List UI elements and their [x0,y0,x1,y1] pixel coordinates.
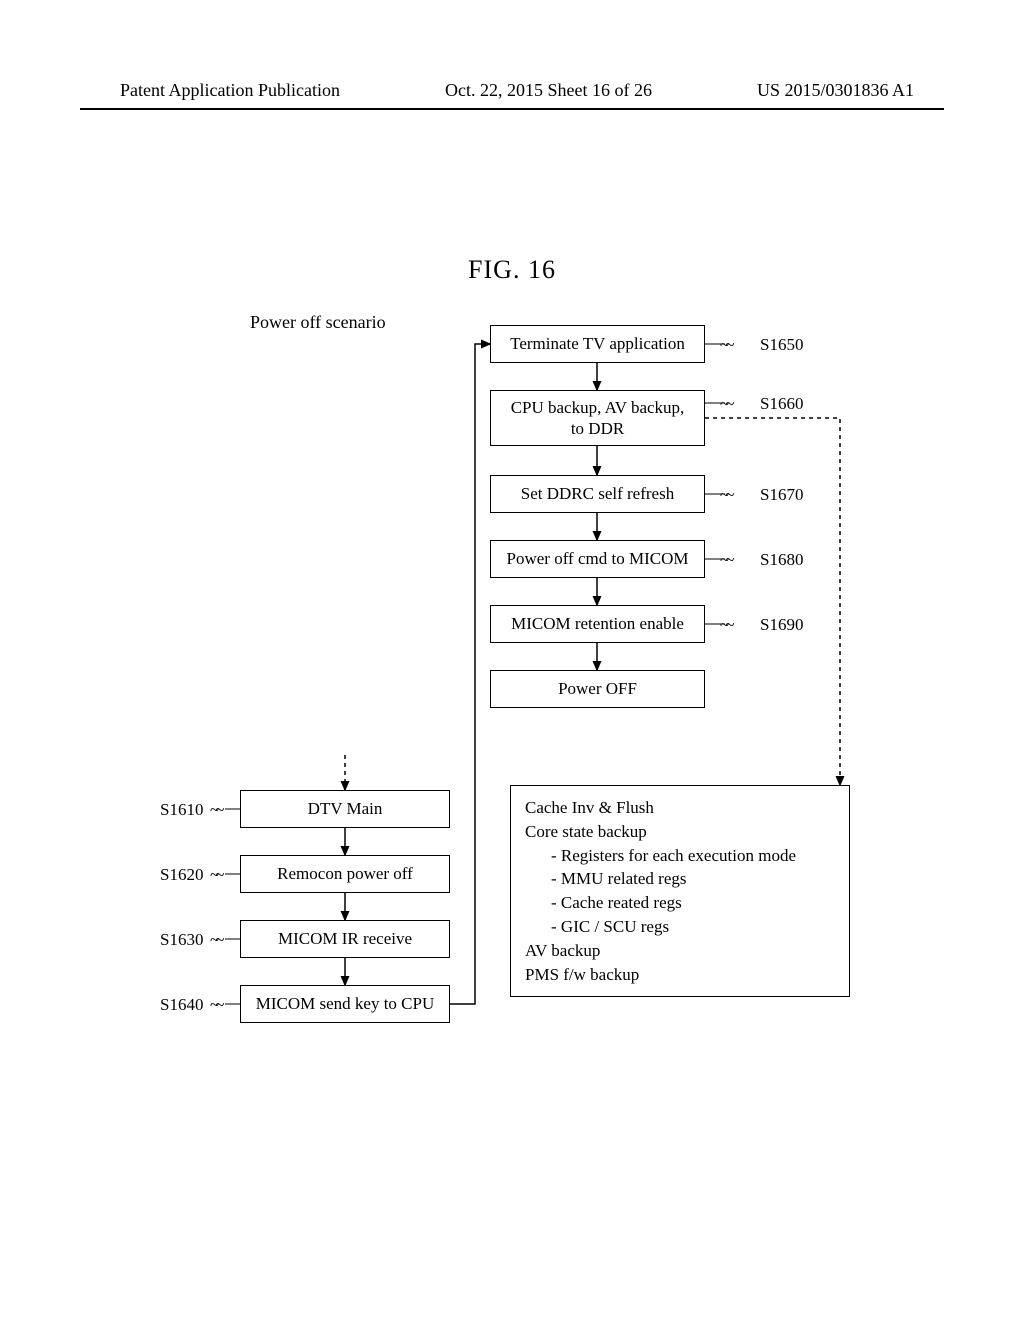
node-text: Power OFF [558,678,637,699]
header-left: Patent Application Publication [120,80,340,101]
ref-s1670: S1670 [760,485,803,505]
node-s1670: Set DDRC self refresh [490,475,705,513]
ref-s1660: S1660 [760,394,803,414]
detail-line: PMS f/w backup [525,963,835,987]
node-text: MICOM IR receive [278,928,412,949]
detail-line: Cache Inv & Flush [525,796,835,820]
ref-s1620: S1620 [160,865,203,885]
node-text: Set DDRC self refresh [521,483,674,504]
node-text: Terminate TV application [510,333,685,354]
ref-s1640: S1640 [160,995,203,1015]
ref-s1680: S1680 [760,550,803,570]
detail-line: - Registers for each execution mode [525,844,835,868]
node-s1620: Remocon power off [240,855,450,893]
ref-connector: ~~ [720,335,730,355]
ref-s1630: S1630 [160,930,203,950]
header-center: Oct. 22, 2015 Sheet 16 of 26 [445,80,652,101]
node-text: MICOM retention enable [511,613,684,634]
node-text: DTV Main [308,798,383,819]
detail-line: - GIC / SCU regs [525,915,835,939]
node-s1660: CPU backup, AV backup, to DDR [490,390,705,446]
flowchart: Power off scenario Terminate TV applicat… [120,300,900,1080]
node-s1680: Power off cmd to MICOM [490,540,705,578]
detail-box: Cache Inv & Flush Core state backup - Re… [510,785,850,997]
ref-connector: ~~ [210,995,220,1015]
ref-s1650: S1650 [760,335,803,355]
ref-connector: ~~ [720,550,730,570]
page: Patent Application Publication Oct. 22, … [0,0,1024,1320]
page-header: Patent Application Publication Oct. 22, … [0,80,1024,101]
detail-line: Core state backup [525,820,835,844]
ref-connector: ~~ [720,485,730,505]
ref-s1610: S1610 [160,800,203,820]
node-s1610: DTV Main [240,790,450,828]
node-s1650: Terminate TV application [490,325,705,363]
figure-title: FIG. 16 [0,255,1024,285]
ref-connector: ~~ [210,930,220,950]
node-s1630: MICOM IR receive [240,920,450,958]
header-right: US 2015/0301836 A1 [757,80,914,101]
node-s1640: MICOM send key to CPU [240,985,450,1023]
ref-s1690: S1690 [760,615,803,635]
node-poweroff: Power OFF [490,670,705,708]
detail-line: AV backup [525,939,835,963]
detail-line: - Cache reated regs [525,891,835,915]
node-text: Power off cmd to MICOM [507,548,689,569]
node-text: Remocon power off [277,863,413,884]
detail-line: - MMU related regs [525,867,835,891]
scenario-label: Power off scenario [250,312,386,333]
ref-connector: ~~ [720,394,730,414]
node-s1690: MICOM retention enable [490,605,705,643]
ref-connector: ~~ [720,615,730,635]
ref-connector: ~~ [210,800,220,820]
node-text: MICOM send key to CPU [256,993,435,1014]
header-rule [80,108,944,110]
node-text: CPU backup, AV backup, to DDR [511,397,685,440]
ref-connector: ~~ [210,865,220,885]
